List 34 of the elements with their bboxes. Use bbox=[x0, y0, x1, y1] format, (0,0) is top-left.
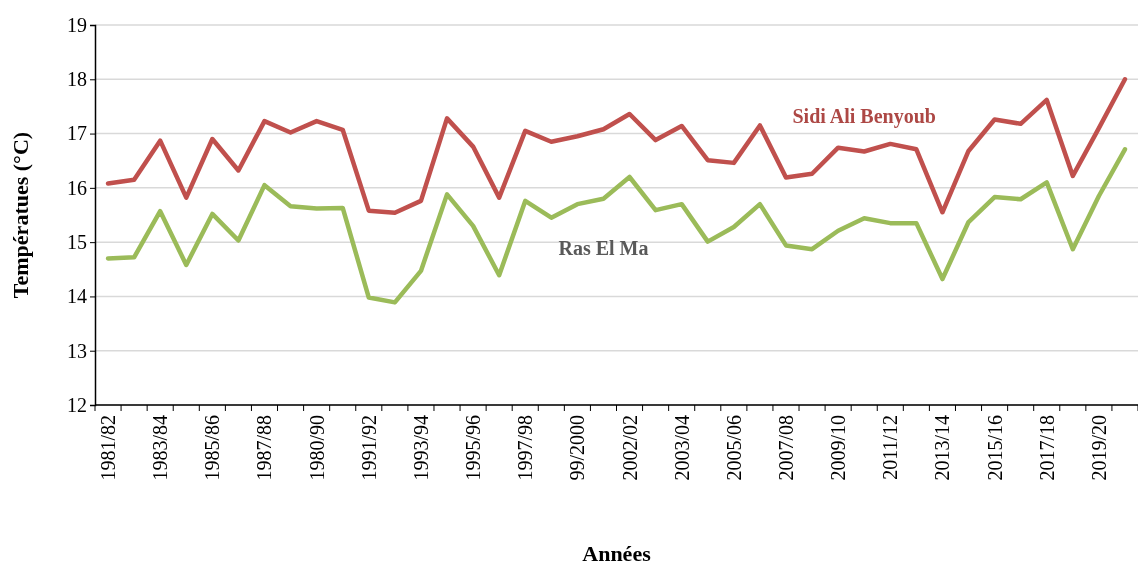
x-tick-label: 2002/02 bbox=[618, 415, 641, 481]
x-tick-label: 2007/08 bbox=[774, 415, 797, 481]
x-tick-label: 99/2000 bbox=[566, 415, 589, 481]
x-axis-title: Années bbox=[582, 541, 652, 566]
y-tick-label: 15 bbox=[67, 231, 87, 254]
x-tick-label: 1983/84 bbox=[149, 415, 172, 481]
x-tick-label: 2009/10 bbox=[827, 415, 850, 481]
x-tick-label: 1991/92 bbox=[357, 415, 380, 481]
y-tick-label: 14 bbox=[67, 285, 87, 308]
y-axis-title: Températues (°C) bbox=[8, 131, 33, 299]
x-tick-label: 1997/98 bbox=[514, 415, 537, 481]
y-tick-label: 17 bbox=[67, 122, 87, 145]
x-tick-label: 1981/82 bbox=[97, 415, 120, 481]
x-tick-label: 2005/06 bbox=[722, 415, 745, 481]
x-tick-label: 2019/20 bbox=[1087, 415, 1110, 481]
x-tick-label: 1993/94 bbox=[409, 415, 432, 481]
x-tick-label: 2011/12 bbox=[879, 415, 902, 480]
x-tick-label: 2013/14 bbox=[931, 415, 954, 481]
y-tick-label: 18 bbox=[67, 68, 87, 91]
x-tick-label: 2017/18 bbox=[1035, 415, 1058, 481]
x-tick-label: 2003/04 bbox=[670, 415, 693, 481]
y-tick-label: 13 bbox=[67, 339, 87, 362]
x-tick-label: 1995/96 bbox=[462, 415, 485, 481]
x-tick-label: 1985/86 bbox=[201, 415, 224, 481]
y-tick-label: 19 bbox=[67, 13, 87, 36]
line-series bbox=[105, 77, 1128, 216]
series-label: Sidi Ali Benyoub bbox=[792, 105, 936, 129]
series-label: Ras El Ma bbox=[558, 236, 649, 259]
line-series bbox=[105, 147, 1128, 305]
x-tick-label: 2015/16 bbox=[983, 415, 1006, 481]
y-tick-label: 16 bbox=[67, 176, 87, 199]
y-tick-label: 12 bbox=[67, 393, 87, 416]
x-tick-label: 1980/90 bbox=[305, 415, 328, 481]
x-tick-label: 1987/88 bbox=[253, 415, 276, 481]
